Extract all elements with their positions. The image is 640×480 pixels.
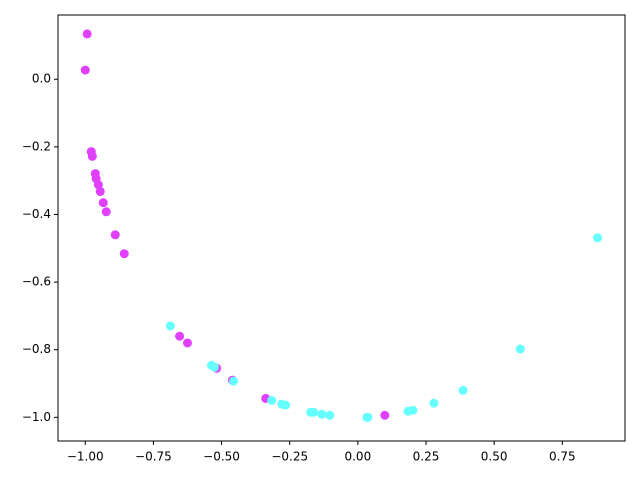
point	[363, 412, 373, 422]
point	[98, 198, 108, 208]
x-tick-label: 0.75	[549, 450, 576, 464]
point	[87, 151, 97, 161]
point	[95, 186, 105, 196]
point	[458, 385, 468, 395]
point	[119, 249, 129, 259]
point	[101, 207, 111, 217]
point	[309, 407, 319, 417]
y-tick-label: −0.6	[22, 275, 51, 289]
point	[175, 331, 185, 341]
point	[209, 362, 219, 372]
point	[592, 233, 602, 243]
point	[229, 376, 239, 386]
point	[380, 410, 390, 420]
point	[80, 65, 90, 75]
point	[515, 344, 525, 354]
y-tick-label: −0.4	[22, 207, 51, 221]
point	[267, 395, 277, 405]
x-tick-label: −0.50	[203, 450, 240, 464]
y-tick-label: −0.2	[22, 139, 51, 153]
y-tick-label: −0.8	[22, 342, 51, 356]
point	[165, 321, 175, 331]
point	[110, 230, 120, 240]
x-tick-label: −1.00	[67, 450, 104, 464]
x-tick-label: 0.50	[481, 450, 508, 464]
point	[93, 180, 103, 190]
point	[408, 405, 418, 415]
x-tick-label: 0.00	[344, 450, 371, 464]
x-tick-label: −0.75	[135, 450, 172, 464]
x-tick-label: 0.25	[413, 450, 440, 464]
point	[317, 409, 327, 419]
x-tick-label: −0.25	[271, 450, 308, 464]
point	[429, 398, 439, 408]
y-tick-label: −1.0	[22, 410, 51, 424]
point	[325, 410, 335, 420]
point	[281, 400, 291, 410]
point	[182, 338, 192, 348]
y-tick-label: 0.0	[32, 72, 51, 86]
axes-frame	[57, 14, 626, 442]
point	[82, 29, 92, 39]
